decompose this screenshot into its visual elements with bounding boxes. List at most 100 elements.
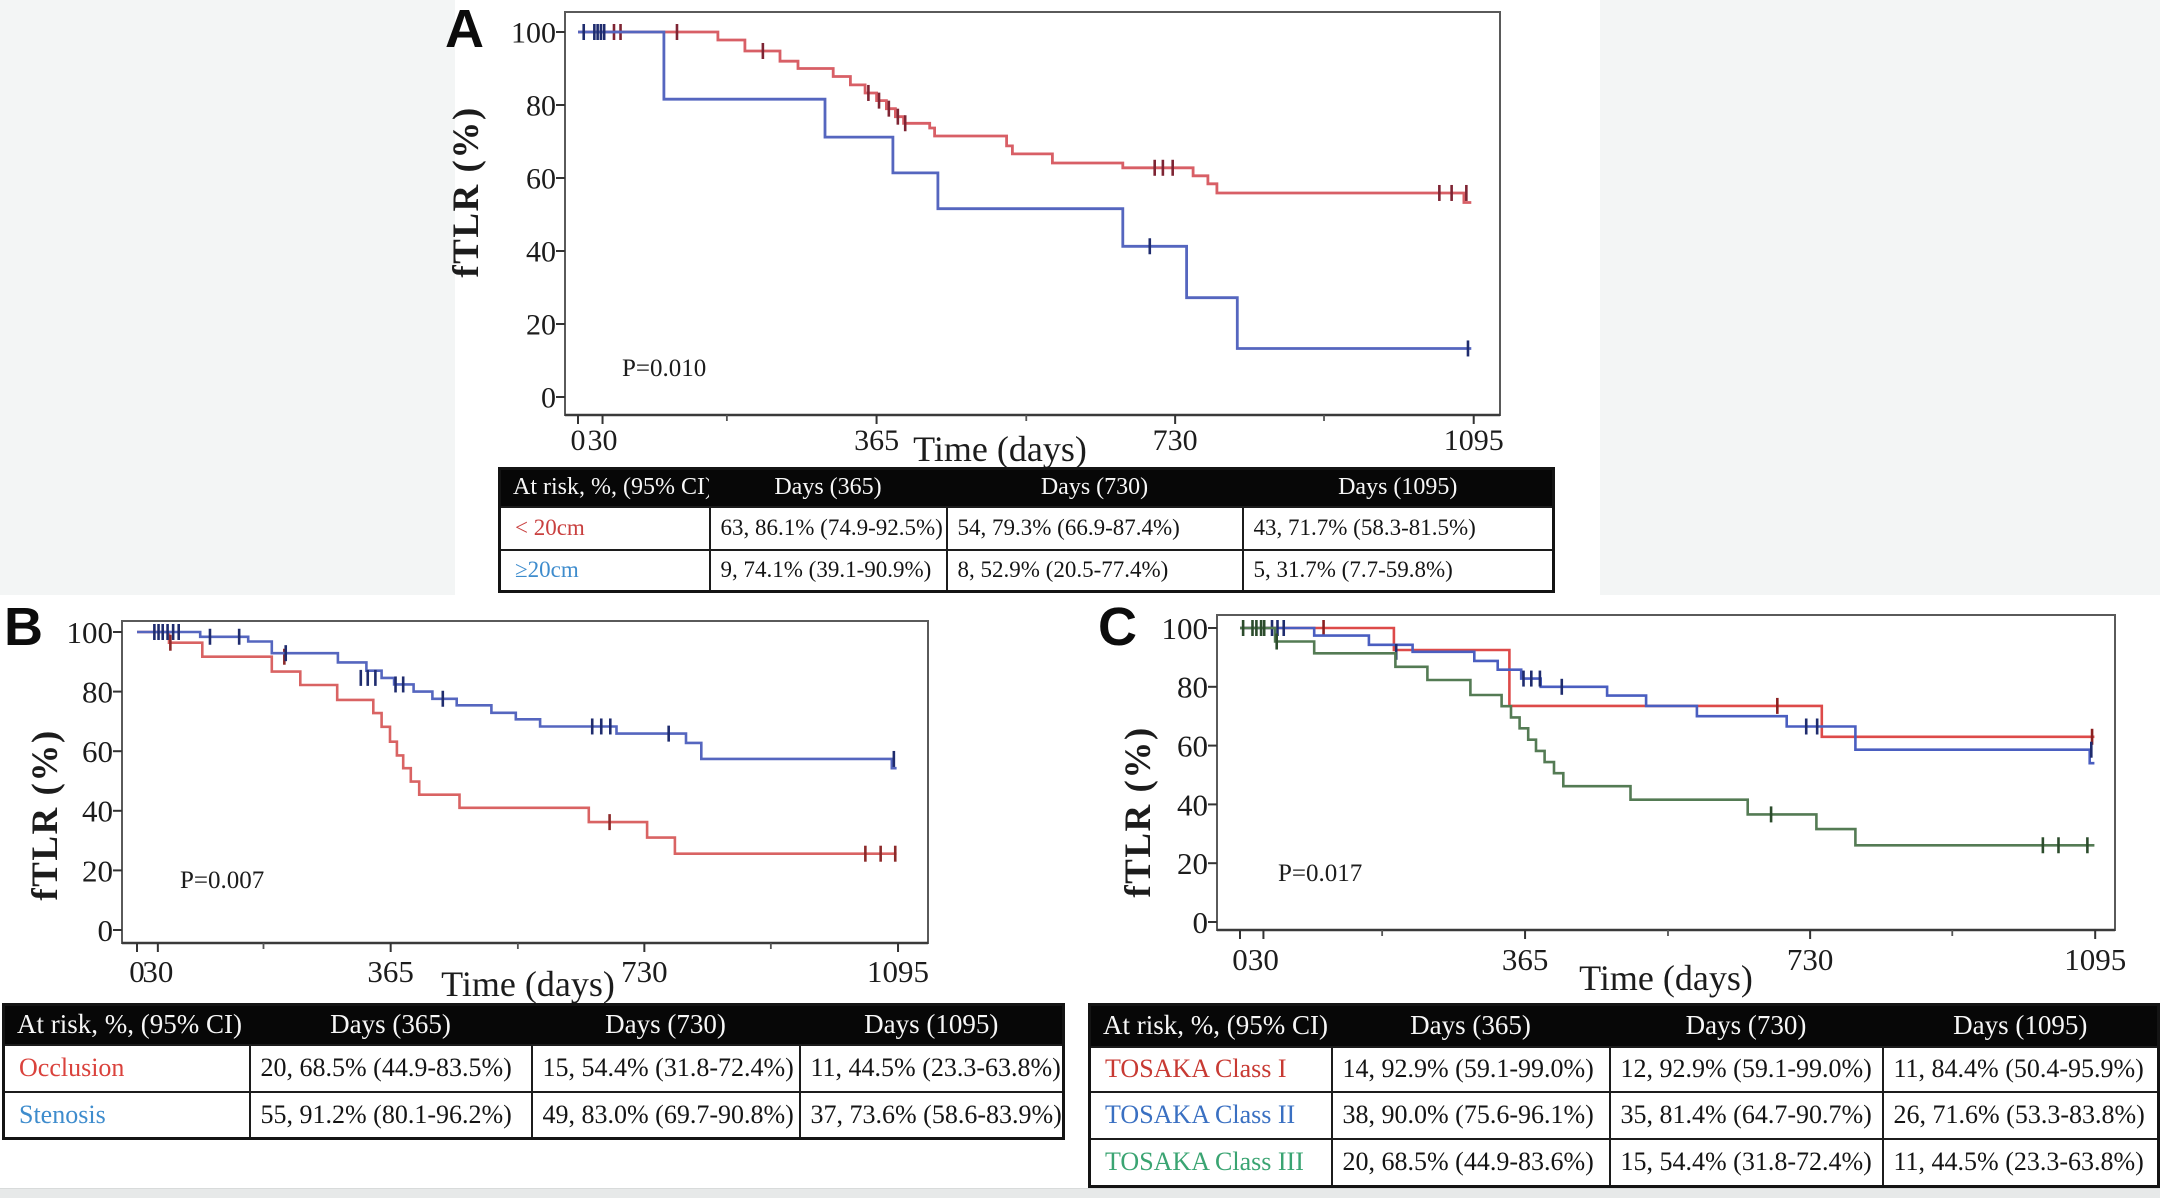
censor-marks-tosaka-class-ii: [1270, 620, 2093, 758]
table-cell: 26, 71.6% (53.3-83.8%): [1881, 1090, 2160, 1140]
table-row: TOSAKA Class III 20, 68.5% (44.9-83.6%) 15…: [1088, 1137, 2160, 1188]
table-cell: 35, 81.4% (64.7-90.7%): [1608, 1090, 1884, 1140]
y-axis-title: fTLR (%): [446, 106, 487, 277]
y-tick-label: 40: [526, 236, 556, 269]
table-cell: 15, 54.4% (31.8-72.4%): [530, 1043, 801, 1093]
x-tick-label: 0: [571, 424, 586, 457]
group-label-cell: TOSAKA Class II: [1088, 1090, 1333, 1140]
column-header: Days (365): [708, 467, 948, 508]
table-cell: 11, 44.5% (23.3-63.8%): [1881, 1137, 2160, 1188]
x-tick-label: 1095: [867, 954, 929, 989]
table-cell: 63, 86.1% (74.9-92.5%): [708, 505, 948, 551]
table-row: Occlusion 20, 68.5% (44.9-83.5%) 15, 54.4%…: [2, 1043, 1065, 1093]
censor-marks--20cm: [612, 24, 1468, 201]
x-axis-title: Time (days): [441, 964, 615, 1004]
censor-marks--20cm: [582, 24, 1470, 357]
column-header: Days (1095): [798, 1003, 1065, 1046]
y-tick-label: 100: [67, 615, 114, 650]
column-header: Days (365): [1330, 1003, 1611, 1048]
table-row: TOSAKA Class II 38, 90.0% (75.6-96.1%) 35,…: [1088, 1090, 2160, 1140]
table-row: Stenosis 55, 91.2% (80.1-96.2%) 49, 83.0% …: [2, 1090, 1065, 1140]
panel-c-label: C: [1098, 597, 1137, 657]
x-tick-label: 365: [367, 954, 414, 989]
censor-marks-tosaka-class-i: [1322, 620, 2094, 745]
table-cell: 20, 68.5% (44.9-83.5%): [248, 1043, 533, 1093]
x-tick-label: 730: [621, 954, 668, 989]
x-tick-label: 0: [129, 954, 145, 989]
x-tick-label: 365: [1502, 942, 1549, 977]
group-label-cell: Stenosis: [2, 1090, 251, 1140]
table-a: At risk, %, (95% CI) Days (365) Days (730)…: [498, 467, 1555, 593]
p-value-text: P=0.007: [180, 867, 264, 894]
table-cell: 14, 92.9% (59.1-99.0%): [1330, 1045, 1611, 1093]
right-margin-artifact: [1600, 0, 2160, 595]
y-tick-label: 60: [82, 734, 113, 769]
column-header: Days (1095): [1881, 1003, 2160, 1048]
km-curve-occlusion: [137, 630, 897, 855]
panel-b-label: B: [4, 597, 43, 657]
table-cell: 43, 71.7% (58.3-81.5%): [1241, 505, 1555, 551]
table-c: At risk, %, (95% CI) Days (365) Days (730)…: [1088, 1003, 2160, 1188]
censor-marks-stenosis: [153, 624, 896, 767]
column-header: Days (730): [530, 1003, 801, 1046]
y-tick-label: 60: [526, 163, 556, 196]
group-label-cell: TOSAKA Class I: [1088, 1045, 1333, 1093]
plot-border: [121, 620, 929, 944]
table-cell: 37, 73.6% (58.6-83.9%): [798, 1090, 1065, 1140]
y-tick-label: 80: [526, 90, 556, 123]
x-tick-label: 1095: [1444, 424, 1504, 457]
column-header: Days (730): [945, 467, 1244, 508]
group-label-cell: < 20cm: [498, 505, 711, 551]
table-cell: 49, 83.0% (69.7-90.8%): [530, 1090, 801, 1140]
y-tick-label: 20: [1177, 846, 1208, 881]
x-tick-label: 30: [588, 424, 618, 457]
column-header: Days (365): [248, 1003, 533, 1046]
table-cell: 11, 44.5% (23.3-63.8%): [798, 1043, 1065, 1093]
km-curve-tosaka-class-ii: [1240, 626, 2095, 765]
p-value-text: P=0.017: [1278, 860, 1362, 887]
column-header: At risk, %, (95% CI): [2, 1003, 251, 1046]
x-tick-label: 1095: [2064, 942, 2126, 977]
censor-marks-tosaka-class-iii: [1241, 620, 2089, 854]
column-header: Days (730): [1608, 1003, 1884, 1048]
y-tick-label: 60: [1177, 728, 1208, 763]
km-curve-tosaka-class-i: [1240, 626, 2095, 739]
column-header: At risk, %, (95% CI): [498, 467, 711, 508]
table-cell: 9, 74.1% (39.1-90.9%): [708, 548, 948, 593]
table-cell: 5, 31.7% (7.7-59.8%): [1241, 548, 1555, 593]
table-cell: 38, 90.0% (75.6-96.1%): [1330, 1090, 1611, 1140]
table-cell: 8, 52.9% (20.5-77.4%): [945, 548, 1244, 593]
censor-marks-occlusion: [169, 634, 897, 862]
table-cell: 12, 92.9% (59.1-99.0%): [1608, 1045, 1884, 1093]
y-tick-label: 80: [82, 674, 113, 709]
km-curve--20cm: [578, 30, 1472, 204]
group-label-cell: Occlusion: [2, 1043, 251, 1093]
x-tick-label: 30: [142, 954, 173, 989]
p-value-text: P=0.010: [622, 355, 706, 382]
x-tick-label: 730: [1153, 424, 1198, 457]
km-curve-stenosis: [137, 630, 897, 770]
x-tick-label: 730: [1787, 942, 1834, 977]
y-tick-label: 40: [82, 794, 113, 829]
table-cell: 11, 84.4% (50.4-95.9%): [1881, 1045, 2160, 1093]
y-tick-label: 100: [1162, 611, 1209, 646]
y-tick-label: 100: [511, 17, 556, 50]
y-tick-label: 20: [526, 309, 556, 342]
y-axis-title: fTLR (%): [25, 729, 66, 900]
table-b: At risk, %, (95% CI) Days (365) Days (730)…: [2, 1003, 1065, 1140]
x-axis-title: Time (days): [1579, 958, 1753, 998]
y-tick-label: 80: [1177, 670, 1208, 705]
y-tick-label: 40: [1177, 787, 1208, 822]
x-tick-label: 30: [1248, 942, 1279, 977]
y-tick-label: 0: [1193, 905, 1209, 940]
y-axis-title: fTLR (%): [1118, 726, 1159, 897]
column-header: At risk, %, (95% CI): [1088, 1003, 1333, 1048]
table-cell: 20, 68.5% (44.9-83.6%): [1330, 1137, 1611, 1188]
x-tick-label: 365: [854, 424, 899, 457]
table-cell: 55, 91.2% (80.1-96.2%): [248, 1090, 533, 1140]
group-label-cell: TOSAKA Class III: [1088, 1137, 1333, 1188]
